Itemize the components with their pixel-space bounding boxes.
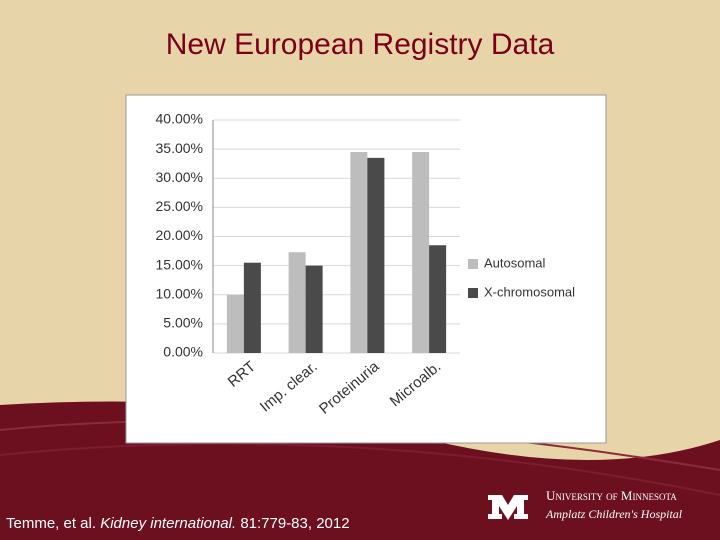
logo-line2: Amplatz Children's Hospital xyxy=(545,507,683,521)
slide-title: New European Registry Data xyxy=(166,28,555,61)
y-tick-label: 40.00% xyxy=(156,111,203,127)
bar xyxy=(429,245,447,353)
y-tick-label: 0.00% xyxy=(163,344,203,360)
citation-journal: Kidney international. xyxy=(100,515,236,532)
swoosh-line xyxy=(0,442,720,496)
bar xyxy=(243,262,261,353)
logo-line1: University of Minnesota xyxy=(546,488,677,503)
y-tick-label: 20.00% xyxy=(156,227,203,243)
bar xyxy=(367,157,385,353)
citation: Temme, et al. Kidney international. 81:7… xyxy=(6,515,350,532)
bar xyxy=(288,252,306,353)
citation-authors: Temme, et al. xyxy=(6,515,96,532)
y-tick-label: 5.00% xyxy=(163,315,203,331)
citation-details: 81:779-83, 2012 xyxy=(240,515,349,532)
legend-label: X-chromosomal xyxy=(484,284,575,299)
legend-swatch xyxy=(468,259,478,269)
y-tick-label: 10.00% xyxy=(156,285,203,301)
legend-label: Autosomal xyxy=(484,255,546,270)
bar xyxy=(412,152,430,353)
legend-swatch xyxy=(468,288,478,298)
y-tick-label: 25.00% xyxy=(156,198,203,214)
chart: 0.00% 5.00% 10.00% 15.00% 20.00% 25.00% 30.00%… xyxy=(156,111,576,418)
y-tick-label: 15.00% xyxy=(156,256,203,272)
y-tick-label: 30.00% xyxy=(156,169,203,185)
bar xyxy=(350,152,368,353)
logo-mark xyxy=(488,495,528,520)
bar xyxy=(226,294,244,353)
y-tick-label: 35.00% xyxy=(156,140,203,156)
logo: University of Minnesota Amplatz Children… xyxy=(488,488,683,521)
bar xyxy=(305,265,323,353)
